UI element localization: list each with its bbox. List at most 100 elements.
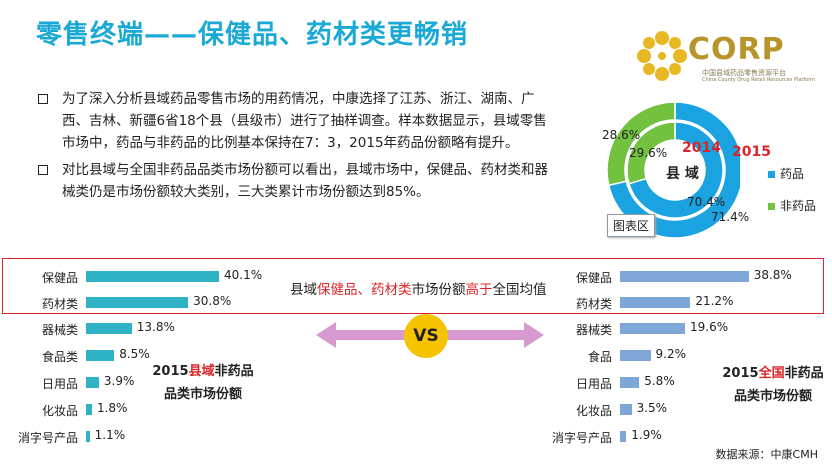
vs-badge: VS: [404, 314, 448, 358]
national-bar-row: 化妆品 3.5%: [534, 398, 804, 422]
county-chart-caption: 2015县域非药品 品类市场份额: [138, 360, 268, 402]
legend-swatch-nondrug: [768, 203, 775, 210]
donut-label-2015-nondrug: 28.6%: [602, 128, 641, 142]
highlight-text-red2: 高于: [465, 282, 493, 298]
donut-slice-2015-nondrug: [606, 101, 676, 187]
highlight-text-pre: 县域: [290, 282, 317, 298]
county-bar-value-label: 40.1%: [224, 268, 263, 282]
national-bar-value-label: 5.8%: [644, 374, 675, 388]
data-source: 数据来源：中康CMH: [715, 448, 818, 461]
legend-label-nondrug: 非药品: [780, 199, 817, 213]
national-bar: [620, 271, 749, 282]
national-caption-line1: 2015全国非药品: [708, 362, 832, 381]
national-bar-value-label: 9.2%: [655, 347, 687, 361]
donut-year-2014: 2014: [682, 140, 721, 156]
county-bar-category-label: 化妆品: [41, 404, 78, 418]
county-bar: [86, 431, 90, 442]
national-bar-category-label: 消字号产品: [551, 431, 612, 445]
national-bar-row: 保健品 38.8%: [534, 265, 804, 289]
county-bar-category-label: 药材类: [41, 297, 78, 311]
national-caption-year: 2015: [722, 366, 759, 381]
national-bar-value-label: 1.9%: [631, 428, 662, 442]
national-bar: [620, 404, 632, 415]
county-bar-value-label: 1.8%: [96, 401, 128, 415]
national-bar-row: 日用品 5.8%: [534, 371, 804, 395]
county-bar-row: 消字号产品 1.1%: [0, 425, 270, 449]
national-bar-value-label: 21.2%: [695, 294, 734, 308]
county-bar-row: 药材类 30.8%: [0, 291, 270, 315]
county-bar-category-label: 消字号产品: [17, 431, 78, 445]
donut-slice-2014-drug: [628, 121, 724, 219]
national-bar-row: 药材类 21.2%: [534, 291, 804, 315]
county-caption-red: 县域: [188, 364, 215, 379]
national-caption-post: 非药品: [784, 366, 824, 381]
national-caption-red: 全国: [758, 366, 785, 381]
county-caption-post: 非药品: [214, 364, 254, 379]
logo: CORP 中国县域药品零售资源平台 China County Drug Reta…: [634, 28, 824, 88]
county-bar-row: 化妆品 1.8%: [0, 398, 270, 422]
county-bar: [86, 297, 189, 308]
national-chart-caption: 2015全国非药品 品类市场份额: [708, 362, 832, 404]
donut-center-label: 县 域: [666, 166, 699, 182]
donut-legend-nondrug: 非药品: [768, 197, 816, 214]
county-bar: [86, 271, 219, 282]
bullet-text: 为了深入分析县域药品零售市场的用药情况，中康选择了江苏、浙江、湖南、广西、吉林、…: [62, 91, 547, 151]
county-bar-value-label: 1.1%: [94, 428, 126, 442]
logo-subtitle-en: China County Drug Retail Resources Platf…: [702, 77, 816, 83]
national-bar-category-label: 日用品: [575, 377, 612, 391]
highlight-text-post: 全国均值: [492, 282, 547, 298]
national-bar-category-label: 保健品: [575, 271, 612, 285]
county-caption-year: 2015: [152, 364, 189, 379]
highlight-text-red1: 保健品、药材类: [317, 282, 412, 298]
donut-chart-svg: [606, 101, 740, 239]
county-bar-row: 食品类 8.5%: [0, 344, 270, 368]
national-bar-row: 消字号产品 1.9%: [534, 425, 804, 449]
national-caption-line2: 品类市场份额: [733, 389, 812, 404]
national-bar: [620, 323, 685, 334]
legend-label-drug: 药品: [780, 167, 805, 181]
bullet-list: 为了深入分析县域药品零售市场的用药情况，中康选择了江苏、浙江、湖南、广西、吉林、…: [38, 88, 550, 208]
donut-label-2014-nondrug: 29.6%: [629, 146, 668, 160]
donut-year-2015: 2015: [732, 144, 771, 160]
highlight-box: [2, 258, 824, 314]
donut-slice-2015-drug: [607, 101, 740, 239]
national-bar-row: 食品 9.2%: [534, 344, 804, 368]
county-bar-value-label: 3.9%: [103, 374, 135, 388]
county-bar-category-label: 器械类: [41, 323, 78, 337]
highlight-text-mid: 市场份额: [411, 282, 466, 298]
bullet-item: 对比县域与全国非药品品类市场份额可以看出，县域市场中，保健品、药材类和器械类仍是…: [38, 159, 550, 203]
county-bar-row: 器械类 13.8%: [0, 317, 270, 341]
donut-label-2015-drug: 71.4%: [711, 210, 750, 224]
county-bar-value-label: 13.8%: [136, 320, 175, 334]
national-bar-category-label: 器械类: [575, 323, 612, 337]
county-bar: [86, 323, 132, 334]
county-bar-category-label: 保健品: [41, 271, 78, 285]
bullet-item: 为了深入分析县域药品零售市场的用药情况，中康选择了江苏、浙江、湖南、广西、吉林、…: [38, 88, 550, 154]
national-bar-category-label: 药材类: [575, 297, 612, 311]
national-bar-row: 器械类 19.6%: [534, 317, 804, 341]
logo-subtitle-cn: 中国县域药品零售资源平台: [702, 69, 786, 77]
county-caption-line2: 品类市场份额: [163, 387, 242, 402]
logo-text: CORP: [688, 32, 785, 67]
national-bar-chart: 保健品 38.8% 药材类 21.2% 器械类 19.6% 食品 9.2% 日用品 5.8% 化妆品…: [534, 258, 804, 448]
chart-area-tooltip: 图表区: [607, 214, 656, 237]
county-bar-value-label: 8.5%: [119, 347, 150, 361]
county-bar-value-label: 30.8%: [193, 294, 232, 308]
national-bar-category-label: 化妆品: [575, 404, 612, 418]
county-bar: [86, 350, 115, 361]
national-bar-category-label: 食品: [587, 350, 612, 364]
bullet-square-icon: [38, 94, 48, 104]
county-bar-category-label: 食品类: [41, 350, 78, 364]
bullet-square-icon: [38, 165, 48, 175]
county-bar-category-label: 日用品: [41, 377, 78, 391]
county-bar: [86, 377, 99, 388]
bullet-text: 对比县域与全国非药品品类市场份额可以看出，县域市场中，保健品、药材类和器械类仍是…: [62, 162, 548, 200]
donut-slice-2014-nondrug: [626, 121, 676, 185]
county-bar-row: 保健品 40.1%: [0, 265, 270, 289]
national-bar: [620, 431, 627, 442]
national-bar-value-label: 19.6%: [690, 320, 729, 334]
county-bar-row: 日用品 3.9%: [0, 371, 270, 395]
donut-chart: 71.4% 28.6% 70.4% 29.6% 2014 2015 县 域: [590, 100, 830, 240]
donut-label-2014-drug: 70.4%: [687, 195, 726, 209]
page-title: 零售终端——保健品、药材类更畅销: [36, 20, 469, 50]
